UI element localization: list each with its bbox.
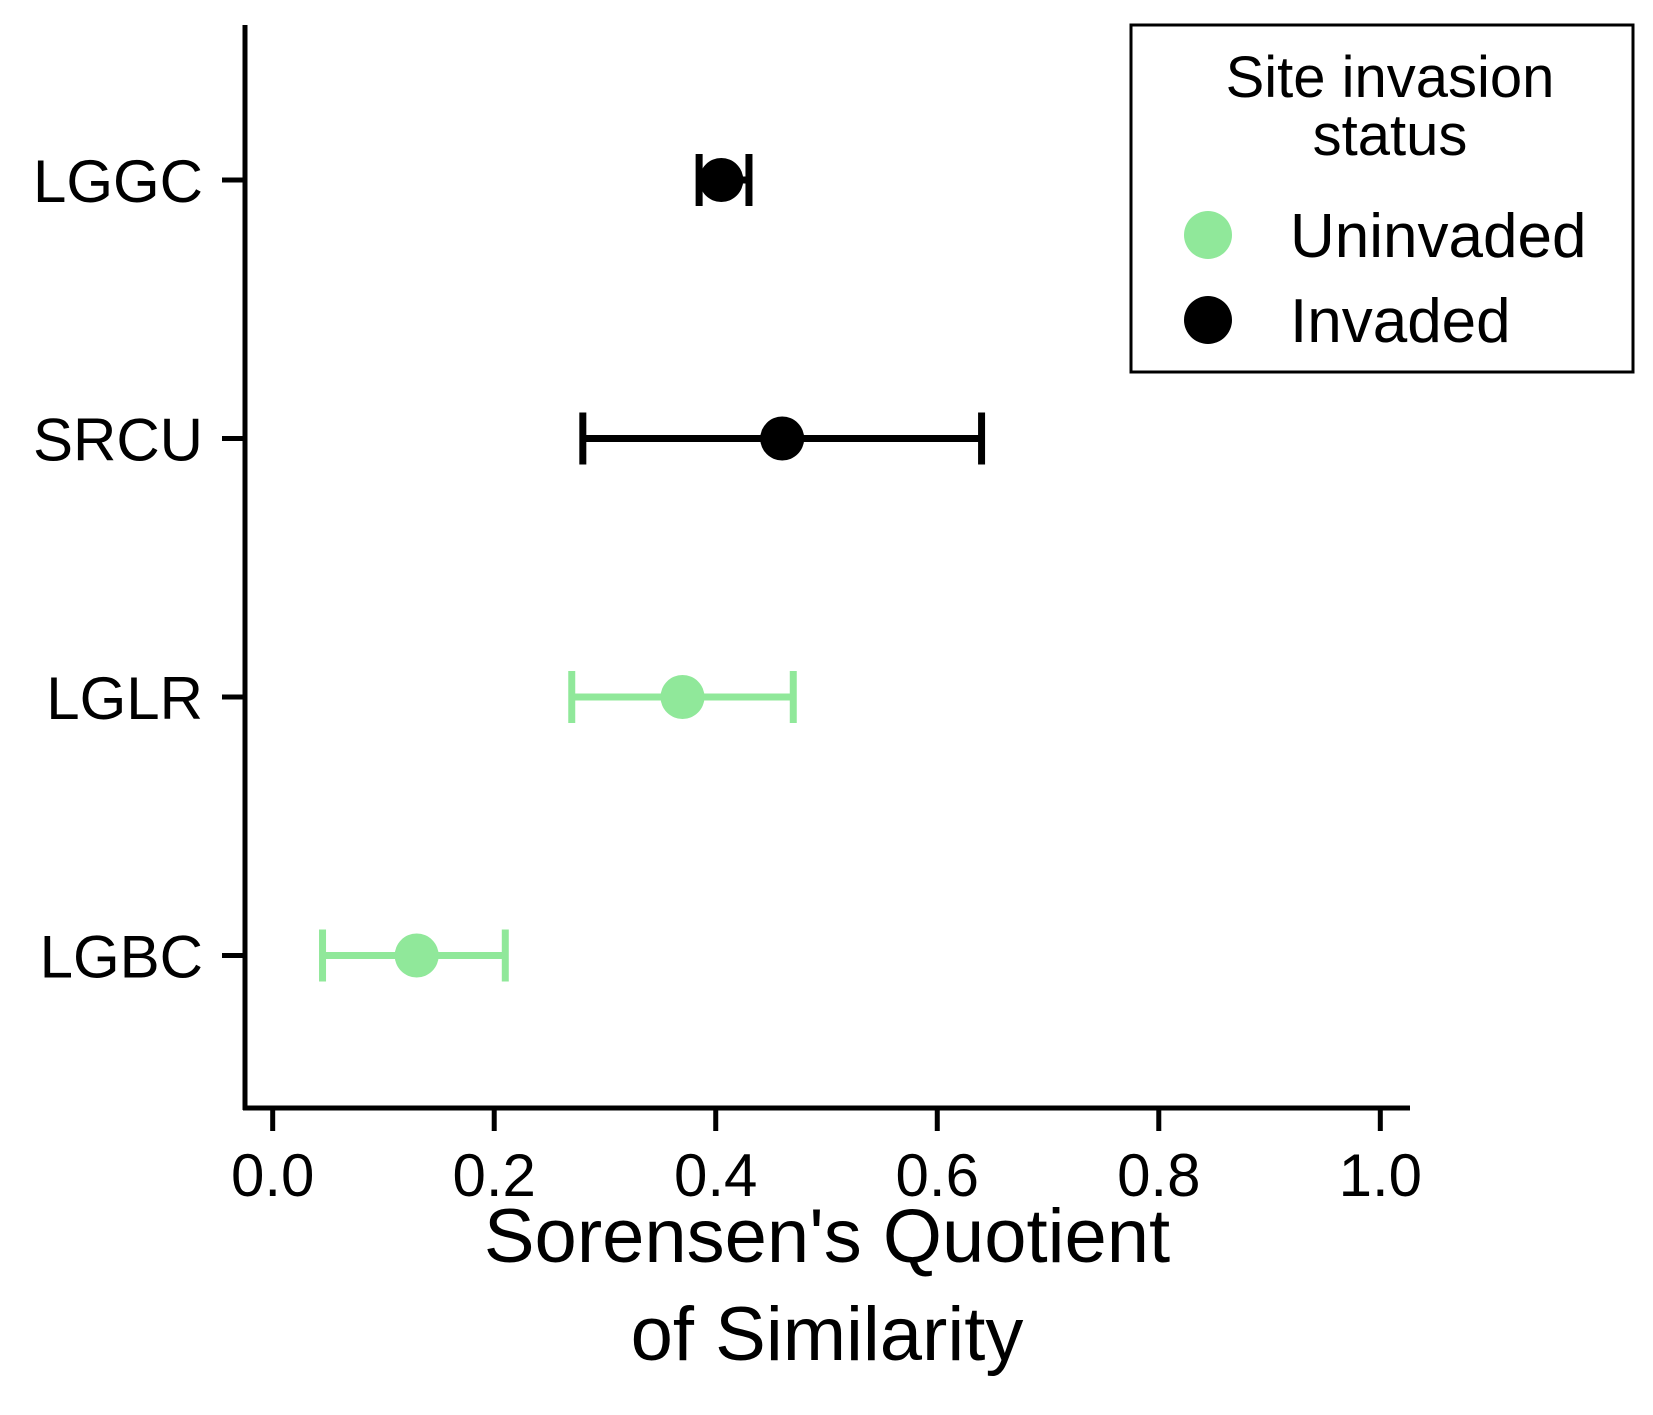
legend-label-uninvaded: Uninvaded bbox=[1290, 202, 1586, 271]
legend-marker-invaded bbox=[1184, 296, 1232, 344]
x-tick-label: 1.0 bbox=[1339, 1142, 1422, 1209]
legend-label-invaded: Invaded bbox=[1290, 287, 1511, 356]
point-group-lgbc bbox=[319, 929, 509, 982]
x-tick-label: 0.2 bbox=[453, 1142, 536, 1209]
y-tick-label: LGBC bbox=[40, 924, 203, 991]
point-group-lggc bbox=[695, 154, 753, 206]
data-point bbox=[660, 675, 705, 719]
x-tick-label: 0.4 bbox=[674, 1142, 757, 1209]
x-axis-title-line-2: of Similarity bbox=[631, 1292, 1024, 1377]
x-tick-label: 0.0 bbox=[231, 1142, 314, 1209]
legend: Site invasion status Uninvaded Invaded bbox=[1129, 23, 1635, 374]
legend-title-line-1: Site invasion bbox=[1226, 45, 1555, 110]
y-tick-label: LGLR bbox=[46, 665, 203, 732]
data-points bbox=[319, 154, 986, 982]
legend-marker-uninvaded bbox=[1184, 211, 1232, 259]
data-point bbox=[760, 416, 805, 461]
data-point bbox=[394, 933, 439, 978]
axes bbox=[242, 25, 1410, 1111]
data-point bbox=[699, 158, 744, 202]
y-tick-label: LGGC bbox=[33, 148, 203, 215]
point-group-lglr bbox=[568, 671, 797, 723]
point-group-srcu bbox=[579, 412, 986, 465]
x-tick-label: 0.6 bbox=[896, 1142, 979, 1209]
x-ticks: 0.0 0.2 0.4 0.6 0.8 1.0 bbox=[231, 1108, 1422, 1209]
x-tick-label: 0.8 bbox=[1117, 1142, 1200, 1209]
y-ticks: LGGC SRCU LGLR LGBC bbox=[33, 148, 245, 991]
y-tick-label: SRCU bbox=[33, 407, 203, 474]
x-axis-title-line-1: Sorensen's Quotient bbox=[484, 1194, 1170, 1279]
legend-title-line-2: status bbox=[1313, 103, 1468, 168]
